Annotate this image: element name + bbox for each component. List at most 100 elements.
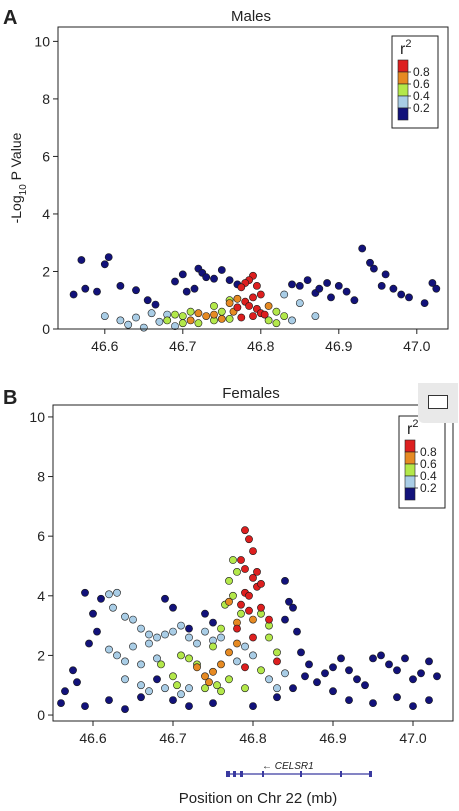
legend-swatch — [397, 71, 409, 85]
gene-label: ← CELSR1 — [262, 761, 314, 772]
data-point — [377, 281, 386, 290]
data-point — [113, 588, 121, 597]
data-point — [81, 588, 89, 597]
data-point — [257, 580, 265, 588]
data-point — [225, 648, 233, 657]
data-point — [280, 312, 289, 320]
data-point — [249, 547, 257, 555]
data-point — [217, 314, 226, 323]
data-point — [121, 657, 129, 666]
data-point — [113, 651, 121, 660]
data-point — [256, 290, 265, 299]
data-point — [202, 273, 211, 282]
data-point — [182, 287, 191, 296]
data-point — [139, 323, 148, 332]
data-point — [249, 702, 257, 710]
data-point — [241, 565, 249, 573]
data-point — [217, 687, 225, 696]
data-point — [260, 310, 269, 319]
panel-b-axes: 46.6 46.7 46.8 46.9 47.0 0 2 4 6 8 10 — [29, 409, 426, 746]
data-point — [401, 654, 409, 663]
data-point — [124, 320, 133, 329]
gene-track: ← CELSR1 — [226, 761, 372, 777]
data-point — [265, 633, 273, 642]
panel-b-points — [57, 526, 441, 713]
data-point — [69, 290, 78, 299]
data-point — [249, 633, 257, 642]
data-point — [217, 660, 225, 669]
data-point — [194, 319, 203, 328]
data-point — [229, 591, 237, 600]
x-tick-label: 46.9 — [319, 730, 346, 746]
data-point — [273, 693, 281, 702]
data-point — [129, 642, 137, 651]
legend-tick-label: 0.8 — [413, 65, 430, 79]
data-point — [393, 666, 401, 675]
data-point — [217, 307, 226, 316]
y-tick-label: 8 — [42, 91, 50, 107]
data-point — [245, 535, 253, 544]
data-point — [295, 299, 304, 307]
data-point — [147, 309, 156, 318]
data-point — [329, 687, 337, 696]
x-tick-label: 46.8 — [239, 730, 266, 746]
data-point — [225, 597, 233, 606]
data-point — [171, 310, 179, 319]
data-point — [153, 633, 161, 642]
data-point — [393, 693, 401, 702]
data-point — [225, 276, 234, 284]
data-point — [264, 302, 273, 310]
legend-swatch — [404, 463, 416, 477]
legend-tick-label: 0.8 — [420, 445, 437, 459]
gene-exon — [340, 771, 342, 777]
data-point — [143, 296, 152, 305]
window-toggle-button[interactable] — [418, 383, 458, 423]
data-point — [265, 615, 273, 624]
y-tick-label: 10 — [29, 409, 45, 425]
data-point — [137, 660, 145, 669]
data-point — [385, 660, 393, 669]
data-point — [105, 645, 113, 654]
data-point — [301, 672, 309, 681]
data-point — [116, 281, 125, 290]
data-point — [285, 597, 293, 606]
data-point — [289, 684, 297, 693]
data-point — [237, 609, 245, 618]
data-point — [377, 651, 385, 660]
data-point — [425, 657, 433, 666]
data-point — [432, 284, 441, 293]
data-point — [173, 681, 181, 690]
data-point — [288, 316, 296, 325]
data-point — [209, 642, 217, 651]
data-point — [257, 666, 265, 675]
data-point — [353, 675, 361, 684]
data-point — [201, 672, 209, 681]
data-point — [249, 293, 257, 302]
data-point — [185, 702, 193, 710]
data-point — [264, 316, 273, 325]
data-point — [252, 281, 261, 290]
data-point — [337, 654, 345, 663]
panel-letter-b: B — [3, 387, 17, 409]
data-point — [201, 627, 209, 636]
legend-title: r2 — [407, 418, 418, 438]
data-point — [233, 294, 242, 303]
data-point — [405, 293, 413, 302]
data-point — [73, 678, 81, 687]
data-point — [201, 609, 209, 618]
data-point — [186, 307, 195, 316]
data-point — [178, 270, 187, 279]
data-point — [358, 244, 367, 253]
data-point — [209, 667, 217, 676]
data-point — [178, 312, 187, 320]
legend-tick-label: 0.2 — [420, 481, 437, 495]
data-point — [233, 303, 242, 312]
data-point — [169, 672, 177, 681]
data-point — [281, 577, 289, 585]
data-point — [109, 603, 117, 612]
data-point — [121, 675, 129, 684]
data-point — [249, 615, 257, 624]
data-point — [420, 299, 429, 307]
data-point — [369, 264, 378, 273]
